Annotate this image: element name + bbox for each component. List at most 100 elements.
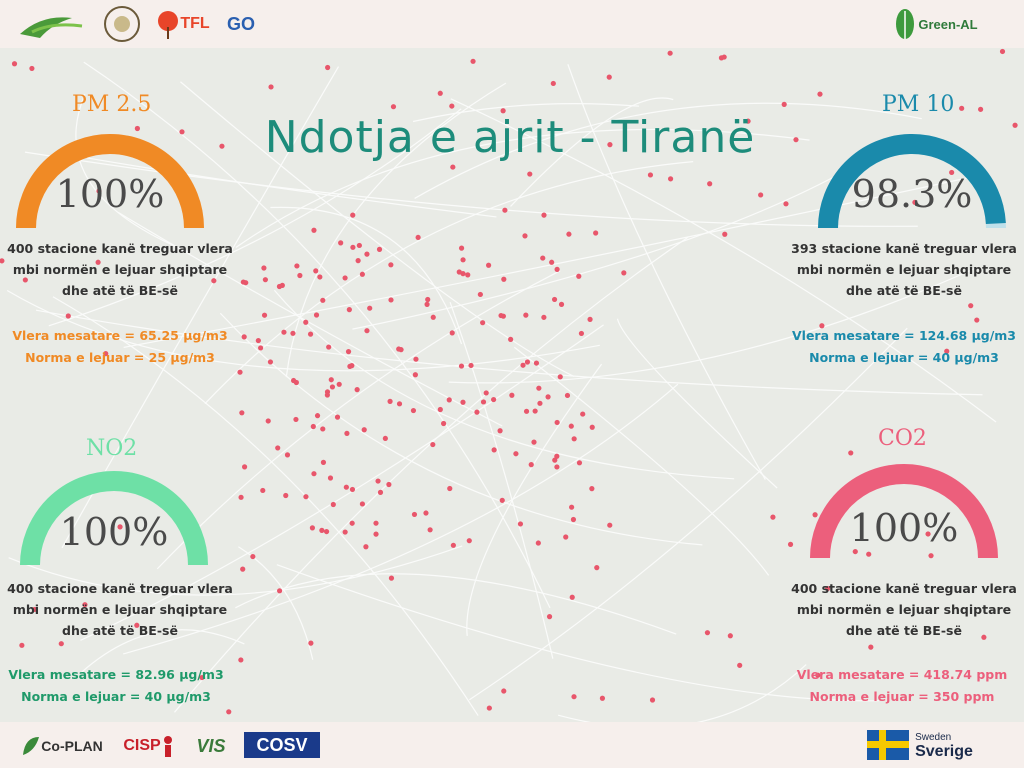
station-dot [554,464,560,470]
station-dot [320,297,326,303]
station-dot [501,276,507,282]
pm10-gauge [818,134,1006,229]
station-dot [343,484,349,490]
pm25-percent: 100% [55,172,165,216]
coplan-text: Co-PLAN [41,738,103,754]
page-title: Ndotja e ajrit - Tiranë [264,112,756,163]
station-dot [237,369,243,375]
station-dot [536,385,542,391]
station-dot [848,450,854,456]
no2-mean: Vlera mesatare = 82.96 μg/m3 [8,667,224,682]
cosv-logo: COSV [244,732,320,758]
station-dot [458,245,465,251]
station-dot [968,303,974,309]
station-dot [430,441,436,448]
station-dot [260,487,266,494]
station-dot [925,531,931,537]
station-dot [944,348,950,354]
station-dot [649,697,656,703]
cisp-logo: CISP [114,730,184,762]
station-dot [437,90,443,96]
station-dot [554,266,560,272]
station-dot [509,392,515,398]
station-dot [868,644,874,650]
bird-icon [20,17,83,38]
station-dot [532,408,538,414]
station-dot [446,397,452,403]
station-dot [498,312,504,319]
station-dot [320,426,326,432]
station-dot [949,169,955,176]
station-dot [350,244,356,250]
station-dot [103,351,109,357]
greenal-text: Green-AL [918,16,978,32]
station-dot [430,314,436,320]
station-dot [328,377,334,383]
station-dot [241,464,248,470]
station-dot [558,301,565,307]
no2-norm: Norma e lejuar = 40 μg/m3 [21,689,211,704]
station-dot [607,522,613,528]
station-dot [564,392,571,399]
station-dot [959,105,965,111]
station-dot [350,212,356,218]
station-dot [324,389,331,395]
station-dot [354,387,360,393]
cisp-text: CISP [123,737,161,754]
station-dot [520,362,526,368]
station-dot [576,460,583,466]
station-dot [336,381,342,387]
station-dot [375,478,381,484]
tfl-text: TFL [180,15,210,32]
station-dot [449,330,455,336]
leaf-icon [896,9,915,39]
station-dot [346,307,352,313]
station-dot [314,413,321,419]
station-dot [361,427,367,433]
station-dot [267,359,274,365]
station-dot [211,278,217,284]
station-dot [65,313,71,319]
station-dot [240,279,246,285]
station-dot [549,259,555,265]
station-dot [29,65,35,72]
station-dot [22,277,28,283]
sweden-top-text: Sweden [915,732,952,743]
station-dot [508,336,514,342]
station-dot [356,242,362,249]
station-dot [486,705,492,711]
co2-gauge [810,464,998,559]
map-svg [0,48,1018,722]
station-dot [261,265,267,271]
station-dot [523,312,529,318]
station-dot [497,428,503,434]
station-dot [330,501,336,508]
station-dot [456,269,462,275]
station-dot [342,529,348,535]
station-dot [470,58,476,64]
station-dot [238,657,244,663]
station-dot [255,337,261,344]
station-dot [978,106,984,112]
station-dot [303,319,309,325]
station-dot [241,334,247,340]
station-dot [550,80,556,87]
station-dot [11,61,18,67]
station-dot [491,447,497,453]
coplan-logo: Co-PLAN [16,730,106,762]
station-dot [533,360,540,366]
station-dot [537,400,543,406]
tfl-logo: TFL [150,6,216,42]
station-dot [594,565,600,571]
station-dot [647,172,654,178]
station-dot [325,64,331,71]
pm10-percent: 98.3% [851,172,973,216]
station-dot [486,262,492,268]
station-dot [303,494,309,500]
tree-icon [158,11,179,39]
station-dot [552,457,558,463]
station-dot [524,359,531,365]
station-dot [275,445,281,451]
station-dot [460,399,466,405]
station-dot [95,259,101,265]
